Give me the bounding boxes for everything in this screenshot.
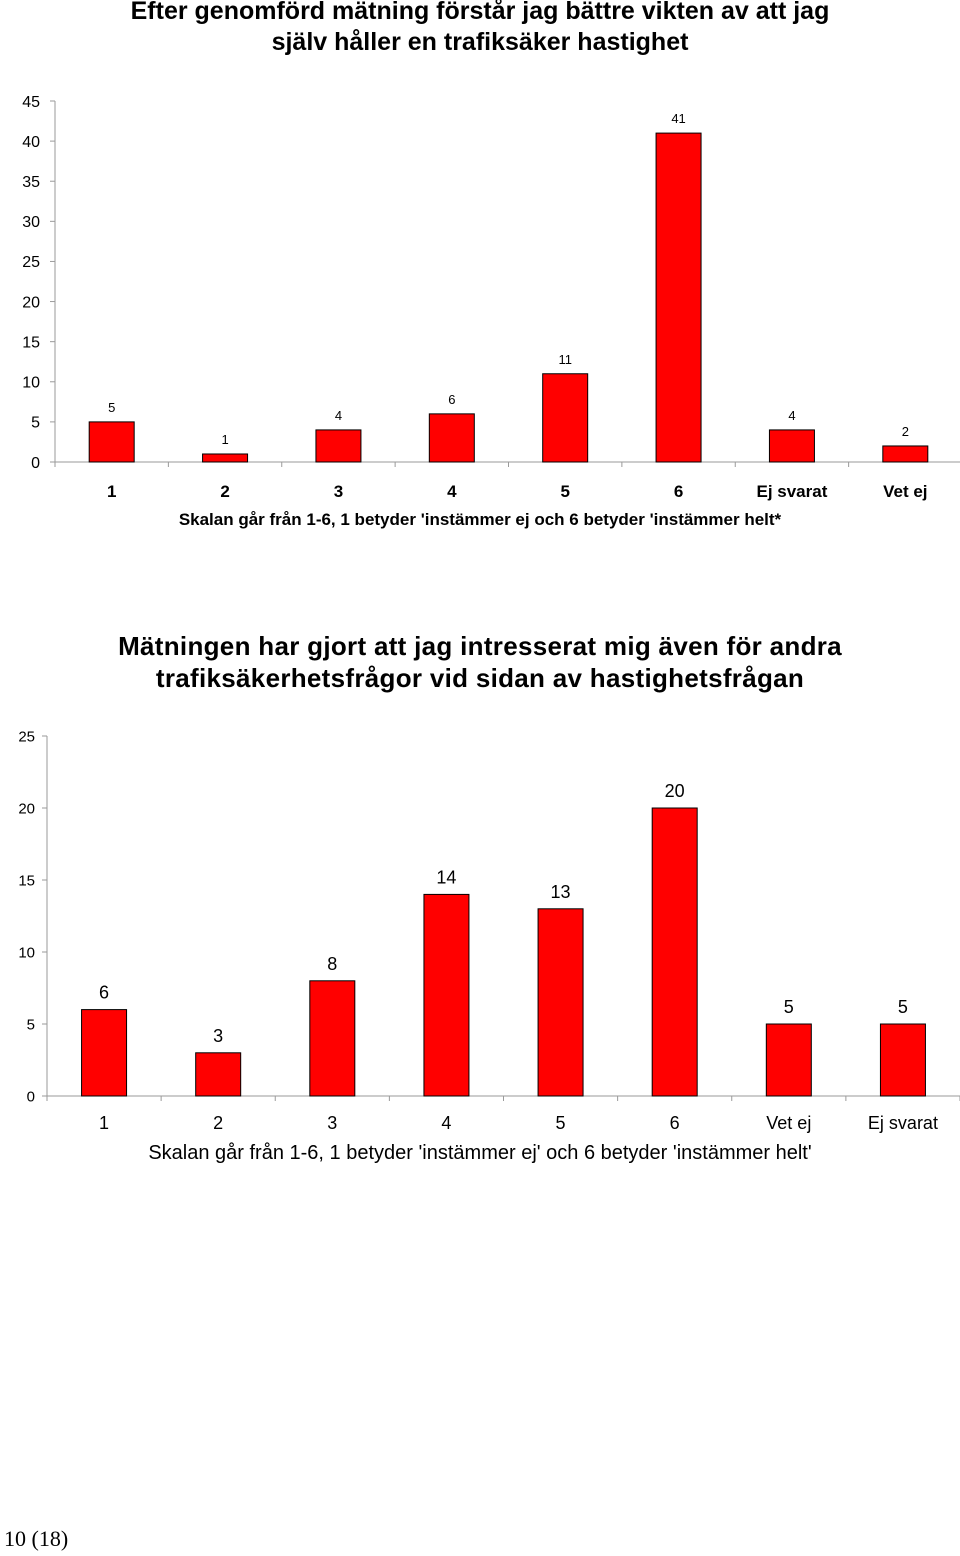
chart-1-data-label: 5 <box>108 400 115 415</box>
chart-2-data-label: 20 <box>665 781 685 801</box>
chart-1-title: Efter genomförd mätning förstår jag bätt… <box>0 0 960 58</box>
chart-1-category-label: 2 <box>220 482 229 501</box>
chart-1-data-label: 4 <box>788 408 795 423</box>
chart-1-bar <box>882 445 929 463</box>
chart-1-y-tick-label: 25 <box>22 254 40 271</box>
chart-2-data-label: 8 <box>327 954 337 974</box>
chart-1-category-label: 6 <box>674 482 683 501</box>
chart-1-data-label: 2 <box>902 424 909 439</box>
chart-1-category-label: 4 <box>447 482 457 501</box>
chart-1-category-label: 3 <box>334 482 343 501</box>
chart-2-bar <box>765 1023 812 1097</box>
chart-2-category-label: 2 <box>213 1113 223 1133</box>
chart-2-data-label: 13 <box>551 882 571 902</box>
chart-2-data-label: 5 <box>784 997 794 1017</box>
chart-2-category-label: 5 <box>556 1113 566 1133</box>
chart-2-x-axis-label: Skalan går från 1-6, 1 betyder 'instämme… <box>148 1142 812 1164</box>
chart-1-bar <box>428 413 475 463</box>
chart-2-bar <box>309 980 356 1097</box>
chart-1-category-label: Vet ej <box>883 482 927 501</box>
chart-2-bar <box>81 1009 128 1097</box>
chart-1-y-tick-label: 15 <box>22 334 40 351</box>
chart-2-y-tick-label: 10 <box>18 944 35 961</box>
chart-1-y-tick-label: 0 <box>31 455 40 472</box>
chart-1-y-tick-label: 10 <box>22 375 40 392</box>
chart-1-bar <box>542 373 589 463</box>
chart-1-y-tick-label: 35 <box>22 174 40 191</box>
chart-1-data-label: 41 <box>671 111 685 126</box>
chart-1-data-label: 1 <box>221 432 228 447</box>
chart-1-y-tick-label: 20 <box>22 294 40 311</box>
chart-1-bar <box>88 421 135 463</box>
chart-1-bar <box>768 429 815 463</box>
chart-2-data-label: 5 <box>898 997 908 1017</box>
chart-2-bar <box>195 1052 242 1097</box>
chart-1-x-axis-label: Skalan går från 1-6, 1 betyder 'instämme… <box>178 510 782 529</box>
chart-2-category-label: 6 <box>670 1113 680 1133</box>
chart-1-category-label: 1 <box>107 482 116 501</box>
chart-2-bar <box>537 908 584 1097</box>
chart-1-y-tick-label: 40 <box>22 134 40 151</box>
chart-1-bar <box>655 132 702 463</box>
chart-1-bar <box>315 429 362 463</box>
chart-1-data-label: 11 <box>558 352 572 367</box>
chart-1-category-label: Ej svarat <box>756 482 827 501</box>
chart-2-category-label: 1 <box>99 1113 109 1133</box>
chart-1-data-label: 6 <box>448 392 455 407</box>
chart-1-category-label: 5 <box>560 482 569 501</box>
chart-2-category-label: Vet ej <box>766 1113 811 1133</box>
chart-2-title-line-1: Mätningen har gjort att jag intresserat … <box>118 631 842 661</box>
chart-1-y-tick-label: 45 <box>22 94 40 111</box>
chart-2-data-label: 14 <box>436 867 456 887</box>
chart-2-title: Mätningen har gjort att jag intresserat … <box>0 630 960 694</box>
chart-2-y-tick-label: 15 <box>18 872 35 889</box>
chart-2-bar <box>879 1023 926 1097</box>
chart-2-y-tick-label: 25 <box>18 728 35 745</box>
chart-1-bar <box>202 453 249 463</box>
chart-2-category-label: 3 <box>327 1113 337 1133</box>
chart-2-title-line-2: trafiksäkerhetsfrågor vid sidan av hasti… <box>155 663 805 693</box>
chart-2-bar <box>651 807 698 1097</box>
chart-1-data-label: 4 <box>335 408 342 423</box>
chart-2-category-label: 4 <box>441 1113 451 1133</box>
chart-2-y-tick-label: 5 <box>27 1016 35 1033</box>
chart-2-y-tick-label: 20 <box>18 800 35 817</box>
chart-2-data-label: 3 <box>213 1026 223 1046</box>
page-number: 10 (18) <box>4 1526 69 1551</box>
chart-1-title-line-1: Efter genomförd mätning förstår jag bätt… <box>130 0 830 25</box>
chart-1-y-tick-label: 5 <box>31 415 40 432</box>
chart-2-category-label: Ej svarat <box>868 1113 938 1133</box>
chart-1-title-line-2: själv håller en trafiksäker hastighet <box>271 28 689 56</box>
chart-2-bar <box>423 893 470 1097</box>
chart-2-y-tick-label: 0 <box>27 1088 35 1105</box>
chart-2-data-label: 6 <box>99 983 109 1003</box>
chart-1-y-tick-label: 30 <box>22 214 40 231</box>
